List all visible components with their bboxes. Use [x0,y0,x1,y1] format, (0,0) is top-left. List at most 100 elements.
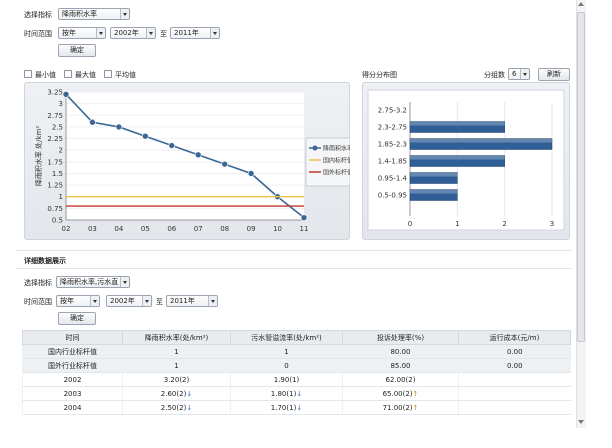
category-label: 0.95-1.4 [378,175,408,183]
distribution-title: 得分分布图 [362,71,397,79]
data-point[interactable] [194,151,202,159]
bar-highlight [410,189,458,194]
bar[interactable] [409,155,505,167]
trend-down-icon: ↓ [186,403,193,412]
table-cell: 1.90(1) [230,372,343,387]
table-row[interactable]: 国内行业标杆值 1 1 80.00 0.00 [22,344,571,359]
details-from-select[interactable]: 2002年 [106,295,152,307]
bar[interactable] [409,121,505,133]
col-header-rain[interactable]: 降雨积水率(处/km²) [122,330,231,345]
col-header-complaint[interactable]: 投诉处理率(%) [342,330,459,345]
data-point[interactable] [168,142,176,149]
details-to-select[interactable]: 2011年 [166,295,218,307]
scroll-up-arrow-icon[interactable] [578,2,584,6]
details-period-value: 按年 [60,297,74,305]
bar-highlight [410,138,552,143]
table-cell: 71.00(2)↑ [342,400,459,415]
table-row[interactable]: 国外行业标杆值 1 0 85.00 0.00 [22,358,571,373]
y-tick-label: 2.25 [47,135,63,143]
cell-value: 62.00(2) [385,375,416,384]
table-cell: 80.00 [342,344,459,359]
bar-highlight [410,172,458,177]
table-cell: 2004 [22,400,123,415]
table-cell: 1 [122,358,231,373]
min-checkbox[interactable] [24,70,32,78]
indicator-label: 选择指标 [24,11,52,19]
col-header-sewage[interactable]: 污水管溢流率(处/km²) [230,330,343,345]
details-confirm-button[interactable]: 确定 [58,312,96,325]
table-cell: 2003 [22,386,123,401]
to-label: 至 [160,30,167,38]
to-year-select[interactable]: 2011年 [170,27,220,39]
details-indicator-label: 选择指标 [24,279,52,287]
y-tick-label: 1.25 [47,182,63,190]
table-cell [458,372,571,387]
col-header-cost[interactable]: 运行成本(元/m) [458,330,571,345]
table-cell: 国外行业标杆值 [22,358,123,373]
to-year-value: 2011年 [174,29,199,37]
trend-up-icon: ↑ [412,389,419,398]
cell-value: 85.00 [390,361,411,370]
category-label: 0.5-0.95 [378,192,407,200]
bar[interactable] [409,138,553,150]
max-checkbox[interactable] [64,70,72,78]
details-indicator-select[interactable]: 降雨积水率,污水直 [56,276,130,288]
max-label: 最大值 [75,71,96,79]
avg-checkbox[interactable] [104,70,112,78]
y-tick-label: 1.75 [47,158,63,166]
cell-value: 0 [284,361,289,370]
cell-value: 1 [174,347,179,356]
data-point[interactable] [62,91,70,98]
table-cell: 2.60(2)↓ [122,386,231,401]
y-tick-label: 0.5 [52,217,63,225]
x-tick-label: 07 [194,225,203,233]
group-count-select[interactable]: 6 [508,68,530,80]
details-indicator-value: 降雨积水率,污水直 [60,278,119,286]
table-row[interactable]: 2003 2.60(2)↓ 1.80(1)↓ 65.00(2)↑ [22,386,571,401]
cell-value: 2003 [63,389,82,398]
bar[interactable] [409,172,458,184]
table-row[interactable]: 2004 2.50(2)↓ 1.70(1)↓ 71.00(2)↑ [22,400,571,415]
cell-value: 65.00(2) [382,389,413,398]
data-point[interactable] [115,123,123,131]
scroll-down-arrow-icon[interactable] [578,420,584,424]
avg-label: 平均值 [115,71,136,79]
category-label: 1.85-2.3 [378,141,407,149]
chevron-down-icon [90,296,99,306]
data-point[interactable] [89,118,96,126]
trend-down-icon: ↓ [186,389,193,398]
period-select[interactable]: 按年 [58,27,106,39]
table-cell: 0 [230,358,343,373]
bar[interactable] [409,189,458,201]
cell-value: 1.70(1) [270,403,297,412]
data-point[interactable] [247,170,255,177]
series-line [65,93,305,219]
from-year-select[interactable]: 2002年 [110,27,156,39]
data-point[interactable] [300,214,308,221]
col-header-time[interactable]: 时间 [22,330,123,345]
chevron-down-icon [208,296,217,306]
data-point[interactable] [142,132,149,140]
refresh-button[interactable]: 刷新 [538,68,570,81]
details-period-select[interactable]: 按年 [56,295,100,307]
plot-area [66,92,304,220]
indicator-select[interactable]: 降雨积水率 [58,8,130,20]
confirm-button[interactable]: 确定 [58,44,96,57]
data-point[interactable] [221,160,228,168]
cell-value: 71.00(2) [382,403,413,412]
cell-value: 80.00 [390,347,411,356]
x-tick-label: 3 [550,220,554,228]
x-tick-label: 03 [88,225,97,233]
y-axis-label: 降雨积水率 处/km² [34,126,43,186]
table-row[interactable]: 2002 3.20(2) 1.90(1) 62.00(2) [22,372,571,387]
table-header-row: 时间 降雨积水率(处/km²) 污水管溢流率(处/km²) 投诉处理率(%) 运… [22,330,571,345]
cell-value: 国外行业标杆值 [48,361,97,370]
x-tick-label: 04 [114,225,123,233]
outer-scrollbar-thumb[interactable] [577,12,585,342]
details-title: 详细数据展示 [24,257,66,265]
legend-marker [312,145,318,151]
indicator-select-value: 降雨积水率 [62,10,97,18]
group-count-value: 6 [512,70,517,78]
details-from-value: 2002年 [110,297,135,305]
table-cell: 3.20(2) [122,372,231,387]
